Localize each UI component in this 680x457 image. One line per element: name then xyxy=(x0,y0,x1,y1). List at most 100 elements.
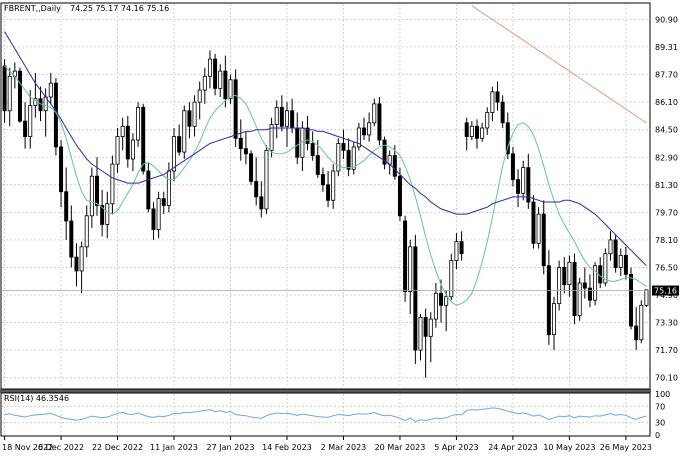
candle-bearish xyxy=(187,110,192,127)
candle-bearish xyxy=(305,127,310,144)
candle-bullish xyxy=(536,213,541,244)
candle-bullish xyxy=(166,170,171,206)
candle-bearish xyxy=(290,110,295,129)
candle-bearish xyxy=(464,122,469,137)
candle-bearish xyxy=(582,282,587,289)
candle-bullish xyxy=(89,175,94,217)
ma-long-line xyxy=(471,5,647,124)
candle-bearish xyxy=(541,213,546,267)
candle-bearish xyxy=(146,170,151,210)
candle-bullish xyxy=(603,253,608,284)
candle-bullish xyxy=(433,292,438,320)
candle-bearish xyxy=(279,106,284,127)
candle-bearish xyxy=(634,325,639,341)
rsi-series xyxy=(4,407,647,423)
candle-bearish xyxy=(377,103,382,141)
candle-bullish xyxy=(274,106,279,125)
price-tick-label: 78.10 xyxy=(655,236,678,245)
candle-bearish xyxy=(320,174,325,186)
rsi-label: RSI(14) 46.3546 xyxy=(4,394,69,403)
candle-bearish xyxy=(500,101,505,124)
candle-bearish xyxy=(161,198,166,206)
candle-bearish xyxy=(23,120,28,137)
candle-bearish xyxy=(100,205,105,225)
candle-bearish xyxy=(125,125,130,160)
x-tick-label: 11 Jan 2023 xyxy=(150,443,198,452)
candle-bearish xyxy=(382,139,387,165)
candle-bullish xyxy=(228,79,233,100)
candlestick-series xyxy=(2,50,649,378)
candle-bearish xyxy=(243,148,248,155)
candle-bullish xyxy=(336,143,341,172)
candle-bullish xyxy=(577,282,582,317)
candle-bullish xyxy=(218,70,223,89)
moving-average-lines xyxy=(4,5,647,306)
price-panel-frame xyxy=(0,2,651,390)
candle-bearish xyxy=(259,196,264,210)
price-tick-label: 79.70 xyxy=(655,208,678,217)
symbol-label: FBRENT,,Daily xyxy=(4,4,61,13)
candle-bullish xyxy=(618,255,623,268)
price-tick-label: 73.30 xyxy=(655,319,678,328)
candle-bearish xyxy=(254,180,259,198)
candle-bearish xyxy=(413,246,418,351)
candle-bullish xyxy=(444,296,449,306)
candle-bullish xyxy=(480,127,485,139)
candle-bearish xyxy=(177,136,182,153)
candle-bearish xyxy=(392,155,397,177)
x-tick-label: 5 Apr 2023 xyxy=(434,443,478,452)
candle-bearish xyxy=(69,220,74,258)
candle-bearish xyxy=(546,265,551,336)
candle-bullish xyxy=(454,241,459,261)
candle-bearish xyxy=(495,91,500,103)
candle-bearish xyxy=(362,127,367,136)
candle-bullish xyxy=(552,303,556,336)
candle-bearish xyxy=(587,287,592,301)
candle-bullish xyxy=(48,82,53,98)
rsi-tick-label: 0 xyxy=(655,431,660,440)
x-tick-label: 2 Mar 2023 xyxy=(321,443,367,452)
candle-bullish xyxy=(485,112,490,129)
candle-bullish xyxy=(639,304,644,341)
candle-bearish xyxy=(233,79,238,139)
candle-bearish xyxy=(510,153,515,181)
candle-bullish xyxy=(7,75,12,112)
candle-bullish xyxy=(182,110,187,153)
candle-bearish xyxy=(531,201,536,244)
candle-bearish xyxy=(439,292,444,306)
candle-bullish xyxy=(28,105,33,137)
rsi-tick-label: 100 xyxy=(655,390,670,399)
candle-bullish xyxy=(428,318,433,337)
current-price-label: 75.16 xyxy=(654,287,677,296)
candle-bullish xyxy=(331,170,336,201)
candle-bullish xyxy=(356,127,361,148)
x-tick-label: 18 Nov 2022 xyxy=(2,443,53,452)
candle-bearish xyxy=(403,220,408,292)
candle-bearish xyxy=(562,267,567,286)
candle-bearish xyxy=(295,127,300,158)
ma-fast-line xyxy=(4,65,647,306)
price-tick-label: 81.30 xyxy=(655,181,678,190)
candle-bearish xyxy=(526,167,531,203)
candle-bearish xyxy=(341,143,346,151)
candle-bearish xyxy=(423,316,428,337)
candle-bullish xyxy=(469,125,474,137)
candle-bullish xyxy=(105,203,110,225)
price-tick-label: 84.50 xyxy=(655,126,678,135)
candle-bullish xyxy=(567,261,572,286)
candle-bearish xyxy=(315,155,320,175)
price-tick-label: 87.70 xyxy=(655,71,678,80)
candle-bullish xyxy=(33,98,38,106)
candle-bearish xyxy=(59,146,64,193)
candle-bearish xyxy=(151,208,156,230)
candle-bullish xyxy=(284,110,289,127)
candle-bearish xyxy=(326,184,331,201)
rsi-line xyxy=(4,407,647,423)
candle-bearish xyxy=(310,143,315,156)
price-tick-label: 89.31 xyxy=(655,43,678,52)
candle-bullish xyxy=(372,103,377,124)
candle-bullish xyxy=(418,316,423,351)
price-tick-label: 70.10 xyxy=(655,374,678,383)
